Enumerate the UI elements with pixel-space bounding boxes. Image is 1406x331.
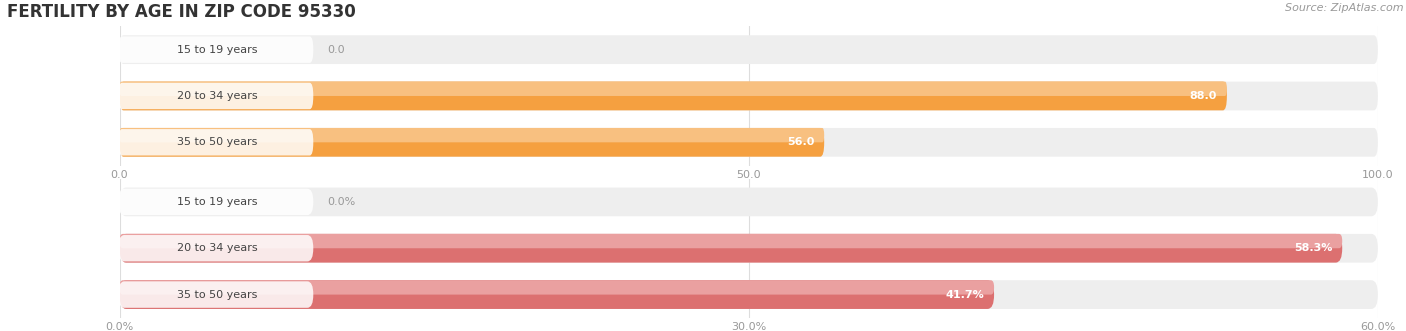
FancyBboxPatch shape <box>118 129 314 156</box>
Text: 58.3%: 58.3% <box>1294 243 1331 253</box>
FancyBboxPatch shape <box>120 128 1378 157</box>
Text: 20 to 34 years: 20 to 34 years <box>177 243 257 253</box>
Text: 15 to 19 years: 15 to 19 years <box>177 45 257 55</box>
FancyBboxPatch shape <box>120 234 1343 262</box>
Text: 56.0: 56.0 <box>787 137 814 147</box>
FancyBboxPatch shape <box>120 82 1378 110</box>
FancyBboxPatch shape <box>120 128 824 157</box>
Text: 35 to 50 years: 35 to 50 years <box>177 290 257 300</box>
Text: 20 to 34 years: 20 to 34 years <box>177 91 257 101</box>
Text: Source: ZipAtlas.com: Source: ZipAtlas.com <box>1285 3 1403 13</box>
Text: 0.0%: 0.0% <box>328 197 356 207</box>
FancyBboxPatch shape <box>120 188 1378 216</box>
Text: 0.0: 0.0 <box>328 45 344 55</box>
FancyBboxPatch shape <box>120 234 1378 262</box>
FancyBboxPatch shape <box>120 280 994 295</box>
FancyBboxPatch shape <box>120 280 994 309</box>
Text: 41.7%: 41.7% <box>945 290 984 300</box>
FancyBboxPatch shape <box>118 235 314 261</box>
FancyBboxPatch shape <box>120 82 1227 110</box>
FancyBboxPatch shape <box>118 83 314 109</box>
FancyBboxPatch shape <box>120 234 1343 248</box>
Text: FERTILITY BY AGE IN ZIP CODE 95330: FERTILITY BY AGE IN ZIP CODE 95330 <box>7 3 356 21</box>
FancyBboxPatch shape <box>120 82 1227 96</box>
FancyBboxPatch shape <box>120 35 1378 64</box>
Text: 35 to 50 years: 35 to 50 years <box>177 137 257 147</box>
FancyBboxPatch shape <box>120 128 824 142</box>
FancyBboxPatch shape <box>120 280 1378 309</box>
Text: 88.0: 88.0 <box>1189 91 1216 101</box>
FancyBboxPatch shape <box>118 36 314 63</box>
FancyBboxPatch shape <box>118 189 314 215</box>
Text: 15 to 19 years: 15 to 19 years <box>177 197 257 207</box>
FancyBboxPatch shape <box>118 281 314 308</box>
